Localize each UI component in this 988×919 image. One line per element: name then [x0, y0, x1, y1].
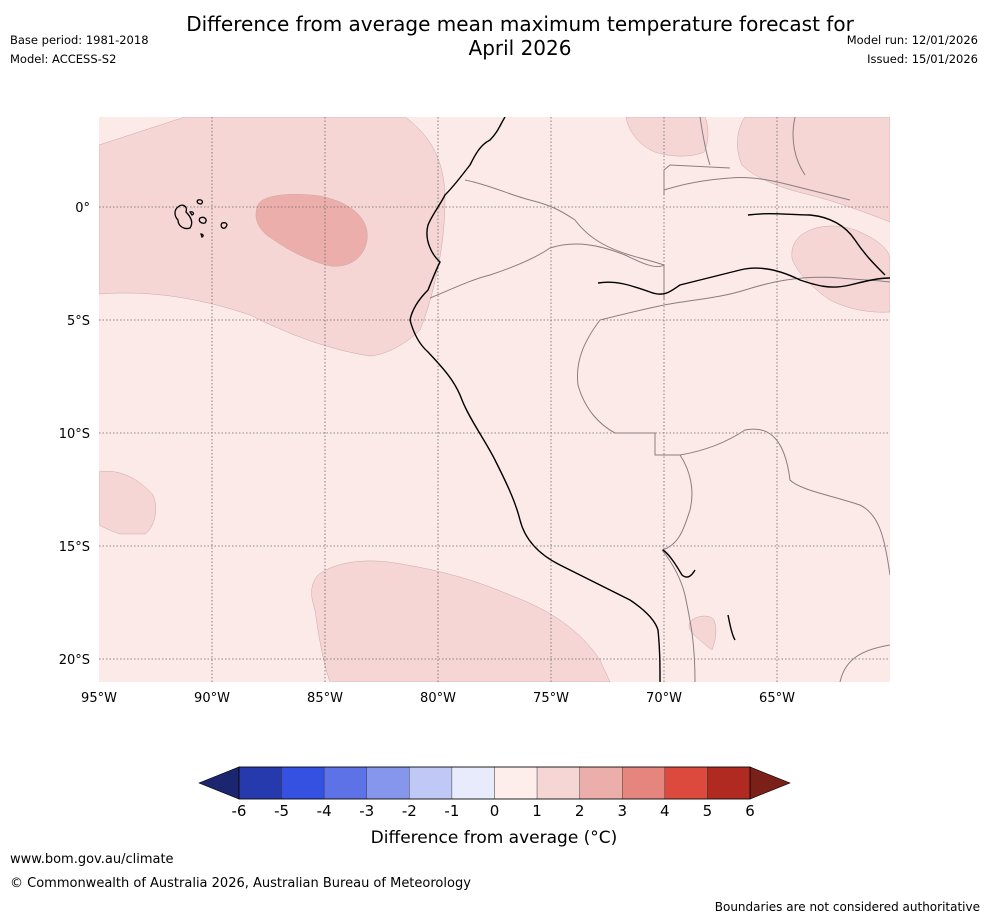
colorbar-tick-label: 1 [532, 802, 542, 820]
gridlines [99, 117, 890, 682]
lon-tick-label: 75°W [533, 691, 569, 706]
galapagos-islands [174, 199, 228, 238]
colorbar-tick-label: -5 [274, 802, 289, 820]
colorbar-swatch [707, 766, 751, 800]
lon-tick-label: 85°W [307, 691, 343, 706]
disclaimer-text: Boundaries are not considered authoritat… [714, 900, 980, 914]
copyright-text: © Commonwealth of Australia 2026, Austra… [10, 876, 471, 891]
contour-1-2-southern-ocean [311, 560, 611, 682]
lon-tick-label: 95°W [81, 691, 117, 706]
chart-title: Difference from average mean maximum tem… [120, 12, 920, 60]
colorbar-tick-label: 6 [745, 802, 755, 820]
issued-text: Issued: 15/01/2026 [867, 52, 978, 66]
colorbar-tick-label: -2 [402, 802, 417, 820]
contour-1-2-northeast [737, 117, 890, 223]
coastlines [409, 117, 890, 682]
lon-tick-label: 70°W [646, 691, 682, 706]
longitude-tick-labels: 95°W 90°W 85°W 80°W 75°W 70°W 65°W [81, 691, 795, 706]
contour-2-3-ocean-blob [255, 194, 368, 267]
colorbar-tick-label: 3 [617, 802, 627, 820]
colorbar-swatch [622, 766, 666, 800]
lon-tick-label: 90°W [194, 691, 230, 706]
colorbar-swatch [366, 766, 410, 800]
colorbar-swatch [664, 766, 708, 800]
model-text: Model: ACCESS-S2 [10, 52, 117, 66]
lon-tick-label: 80°W [420, 691, 456, 706]
colorbar-frame [238, 766, 751, 800]
colorbar-swatch [494, 766, 538, 800]
title-line-1: Difference from average mean maximum tem… [186, 12, 854, 36]
colorbar-swatch [536, 766, 580, 800]
contour-1-2-bolivia [688, 615, 717, 651]
title-line-2: April 2026 [468, 36, 572, 60]
colorbar-swatch [238, 766, 282, 800]
colorbar-swatch [451, 766, 495, 800]
colorbar-tick-label: -6 [232, 802, 247, 820]
base-period-text: Base period: 1981-2018 [10, 33, 149, 47]
lon-tick-label: 65°W [759, 691, 795, 706]
colorbar-tick-label: -1 [444, 802, 459, 820]
colorbar-tick-label: 4 [660, 802, 670, 820]
lat-tick-label: 0° [75, 201, 90, 216]
colorbar-swatch [281, 766, 325, 800]
latitude-tick-labels: 0° 5°S 10°S 15°S 20°S [59, 201, 90, 668]
contour-1-2-western-edge [99, 470, 156, 535]
colorbar-swatch [409, 766, 453, 800]
lat-tick-label: 20°S [59, 653, 90, 668]
colorbar-extend-high [749, 766, 791, 800]
colorbar-swatch [579, 766, 623, 800]
website-link[interactable]: www.bom.gov.au/climate [10, 852, 174, 867]
lat-tick-label: 10°S [59, 427, 90, 442]
colorbar-extend-low [198, 766, 240, 800]
contour-1-2-amazon [791, 225, 890, 313]
colorbar-tick-label: 0 [490, 802, 500, 820]
lat-tick-label: 5°S [67, 314, 90, 329]
lat-tick-label: 15°S [59, 540, 90, 555]
colorbar-tick-label: 5 [703, 802, 713, 820]
country-borders [429, 117, 890, 682]
colorbar: -6 -5 -4 -3 -2 -1 0 1 2 3 4 5 6 [198, 766, 791, 820]
colorbar-label: Difference from average (°C) [370, 828, 618, 848]
colorbar-tick-label: -3 [359, 802, 374, 820]
colorbar-tick-label: -4 [317, 802, 332, 820]
colorbar-tick-label: 2 [575, 802, 585, 820]
contour-1-2-north-andes [625, 117, 709, 157]
colorbar-swatch [323, 766, 367, 800]
anomaly-contours [99, 117, 890, 682]
model-run-text: Model run: 12/01/2026 [846, 33, 978, 47]
